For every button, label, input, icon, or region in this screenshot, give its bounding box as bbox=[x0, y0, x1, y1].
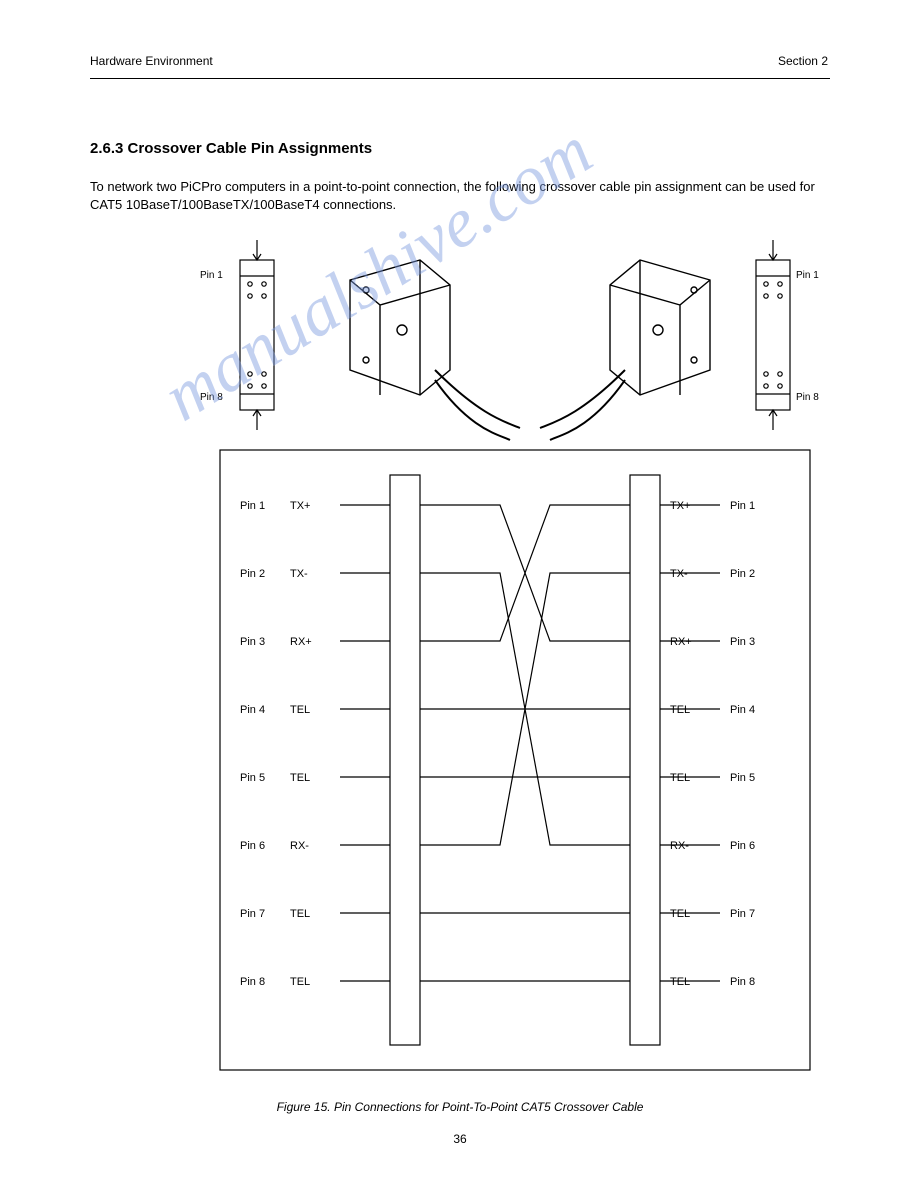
svg-text:Pin 2: Pin 2 bbox=[730, 568, 755, 580]
left-pin8-label: Pin 8 bbox=[200, 392, 223, 403]
section-heading: 2.6.3 Crossover Cable Pin Assignments bbox=[90, 140, 372, 157]
svg-text:Pin 6: Pin 6 bbox=[730, 840, 755, 852]
left-rj45-topview bbox=[240, 240, 274, 430]
svg-text:Pin 7: Pin 7 bbox=[240, 908, 265, 920]
right-pin1-label: Pin 1 bbox=[796, 270, 819, 281]
header-right: Section 2 bbox=[778, 54, 828, 68]
right-pin8-label: Pin 8 bbox=[796, 392, 819, 403]
svg-text:Pin 4: Pin 4 bbox=[240, 704, 265, 716]
figure-caption: Figure 15. Pin Connections for Point-To-… bbox=[90, 1100, 830, 1114]
svg-text:TEL: TEL bbox=[670, 976, 690, 988]
svg-text:Pin 3: Pin 3 bbox=[240, 636, 265, 648]
svg-text:Pin 6: Pin 6 bbox=[240, 840, 265, 852]
svg-text:Pin 7: Pin 7 bbox=[730, 908, 755, 920]
svg-text:RX-: RX- bbox=[670, 840, 689, 852]
svg-text:Pin 2: Pin 2 bbox=[240, 568, 265, 580]
svg-text:RX+: RX+ bbox=[290, 636, 312, 648]
svg-text:TX-: TX- bbox=[290, 568, 308, 580]
svg-text:TX+: TX+ bbox=[670, 500, 690, 512]
section-body: To network two PiCPro computers in a poi… bbox=[90, 178, 830, 213]
crossover-wires bbox=[340, 505, 720, 981]
header-rule bbox=[90, 78, 830, 79]
right-rj45-topview bbox=[756, 240, 790, 430]
svg-text:Pin 4: Pin 4 bbox=[730, 704, 755, 716]
svg-text:Pin 1: Pin 1 bbox=[730, 500, 755, 512]
svg-text:Pin 8: Pin 8 bbox=[730, 976, 755, 988]
left-rj45-plug bbox=[350, 260, 520, 440]
right-rj45-plug bbox=[540, 260, 710, 440]
svg-text:TEL: TEL bbox=[290, 704, 310, 716]
page-number: 36 bbox=[90, 1132, 830, 1146]
svg-text:TEL: TEL bbox=[290, 908, 310, 920]
svg-text:RX+: RX+ bbox=[670, 636, 692, 648]
header-left: Hardware Environment bbox=[90, 54, 213, 68]
svg-text:TEL: TEL bbox=[670, 704, 690, 716]
svg-text:Pin 1: Pin 1 bbox=[240, 500, 265, 512]
svg-text:TX+: TX+ bbox=[290, 500, 310, 512]
svg-text:TEL: TEL bbox=[290, 772, 310, 784]
svg-text:Pin 8: Pin 8 bbox=[240, 976, 265, 988]
pins-left-labels: Pin 1 TX+ Pin 2 TX- Pin 3 RX+ Pin 4 TEL Pin 5 TEL… bbox=[240, 500, 312, 988]
wiring-diagram: Pin 1 TX+ Pin 2 TX- Pin 3 RX+ Pin 4 TEL Pin 5 TEL… bbox=[90, 230, 830, 1080]
svg-text:TX-: TX- bbox=[670, 568, 688, 580]
svg-text:RX-: RX- bbox=[290, 840, 309, 852]
svg-text:Pin 3: Pin 3 bbox=[730, 636, 755, 648]
left-pin1-label: Pin 1 bbox=[200, 270, 223, 281]
svg-text:TEL: TEL bbox=[670, 772, 690, 784]
svg-text:Pin 5: Pin 5 bbox=[240, 772, 265, 784]
svg-text:TEL: TEL bbox=[290, 976, 310, 988]
svg-text:Pin 5: Pin 5 bbox=[730, 772, 755, 784]
svg-text:TEL: TEL bbox=[670, 908, 690, 920]
